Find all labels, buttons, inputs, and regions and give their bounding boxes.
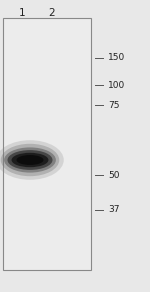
- Text: 37: 37: [108, 206, 120, 215]
- Ellipse shape: [16, 155, 44, 165]
- Text: 75: 75: [108, 100, 120, 110]
- Text: 150: 150: [108, 53, 125, 62]
- Text: 1: 1: [19, 8, 25, 18]
- Bar: [3, 18, 91, 270]
- Text: 50: 50: [108, 171, 120, 180]
- Ellipse shape: [4, 147, 56, 173]
- Ellipse shape: [8, 150, 52, 170]
- Ellipse shape: [12, 153, 48, 167]
- Ellipse shape: [1, 144, 59, 176]
- Text: 100: 100: [108, 81, 125, 90]
- Text: 2: 2: [49, 8, 55, 18]
- Ellipse shape: [0, 140, 64, 180]
